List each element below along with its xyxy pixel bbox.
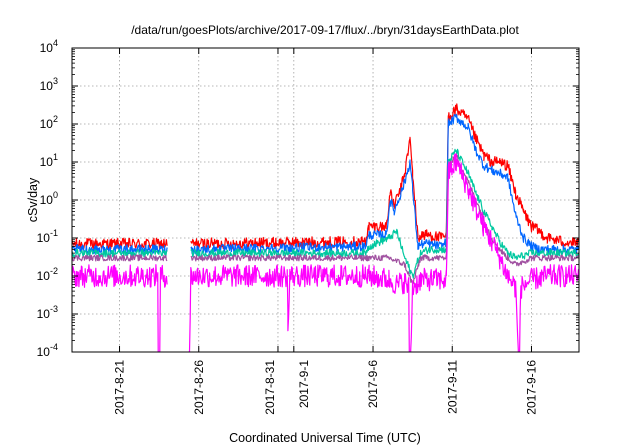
- x-tick-label: 2017-9-16: [524, 360, 538, 415]
- y-tick-label: 10-4: [37, 342, 58, 359]
- y-tick-exponent: -2: [50, 266, 58, 276]
- y-axis-label: cSv/day: [26, 177, 40, 222]
- y-tick-base: 10: [40, 193, 54, 207]
- y-tick-label: 10-1: [37, 228, 58, 245]
- y-tick-exponent: -3: [50, 304, 58, 314]
- y-tick-label: 10-3: [37, 304, 58, 321]
- y-tick-exponent: 0: [53, 190, 58, 200]
- grid-lines: [72, 48, 579, 352]
- y-tick-base: 10: [37, 269, 51, 283]
- y-tick-label: 100: [40, 190, 58, 207]
- y-tick-label: 10-2: [37, 266, 58, 283]
- y-tick-label: 102: [40, 114, 58, 131]
- chart-title: /data/run/goesPlots/archive/2017-09-17/f…: [131, 23, 519, 37]
- y-tick-base: 10: [40, 155, 54, 169]
- x-tick-label: 2017-9-6: [366, 360, 380, 408]
- x-tick-label: 2017-9-11: [445, 360, 459, 414]
- x-tick-label: 2017-8-21: [113, 360, 127, 415]
- y-tick-exponent: -4: [50, 342, 58, 352]
- x-tick-label: 2017-9-1: [297, 360, 311, 408]
- y-tick-base: 10: [37, 345, 51, 359]
- y-tick-label: 103: [40, 76, 58, 93]
- x-tick-label: 2017-8-31: [263, 360, 277, 415]
- y-tick-exponent: 2: [53, 114, 58, 124]
- y-tick-exponent: -1: [50, 228, 58, 238]
- y-tick-base: 10: [40, 79, 54, 93]
- y-tick-base: 10: [37, 307, 51, 321]
- series-group: [72, 103, 579, 352]
- series-line: [72, 153, 579, 352]
- y-tick-label: 101: [40, 152, 58, 169]
- x-axis: 2017-8-21 2017-8-26 2017-8-31 2017-9-1 2017-…: [113, 48, 538, 415]
- x-tick-label: 2017-8-26: [192, 360, 206, 415]
- y-tick-base: 10: [40, 41, 54, 55]
- series-line: [72, 153, 579, 285]
- y-tick-exponent: 4: [53, 38, 58, 48]
- y-tick-exponent: 3: [53, 76, 58, 86]
- y-tick-label: 104: [40, 38, 58, 55]
- y-tick-base: 10: [40, 117, 54, 131]
- y-tick-exponent: 1: [53, 152, 58, 162]
- x-axis-label: Coordinated Universal Time (UTC): [229, 431, 421, 445]
- y-tick-base: 10: [37, 231, 51, 245]
